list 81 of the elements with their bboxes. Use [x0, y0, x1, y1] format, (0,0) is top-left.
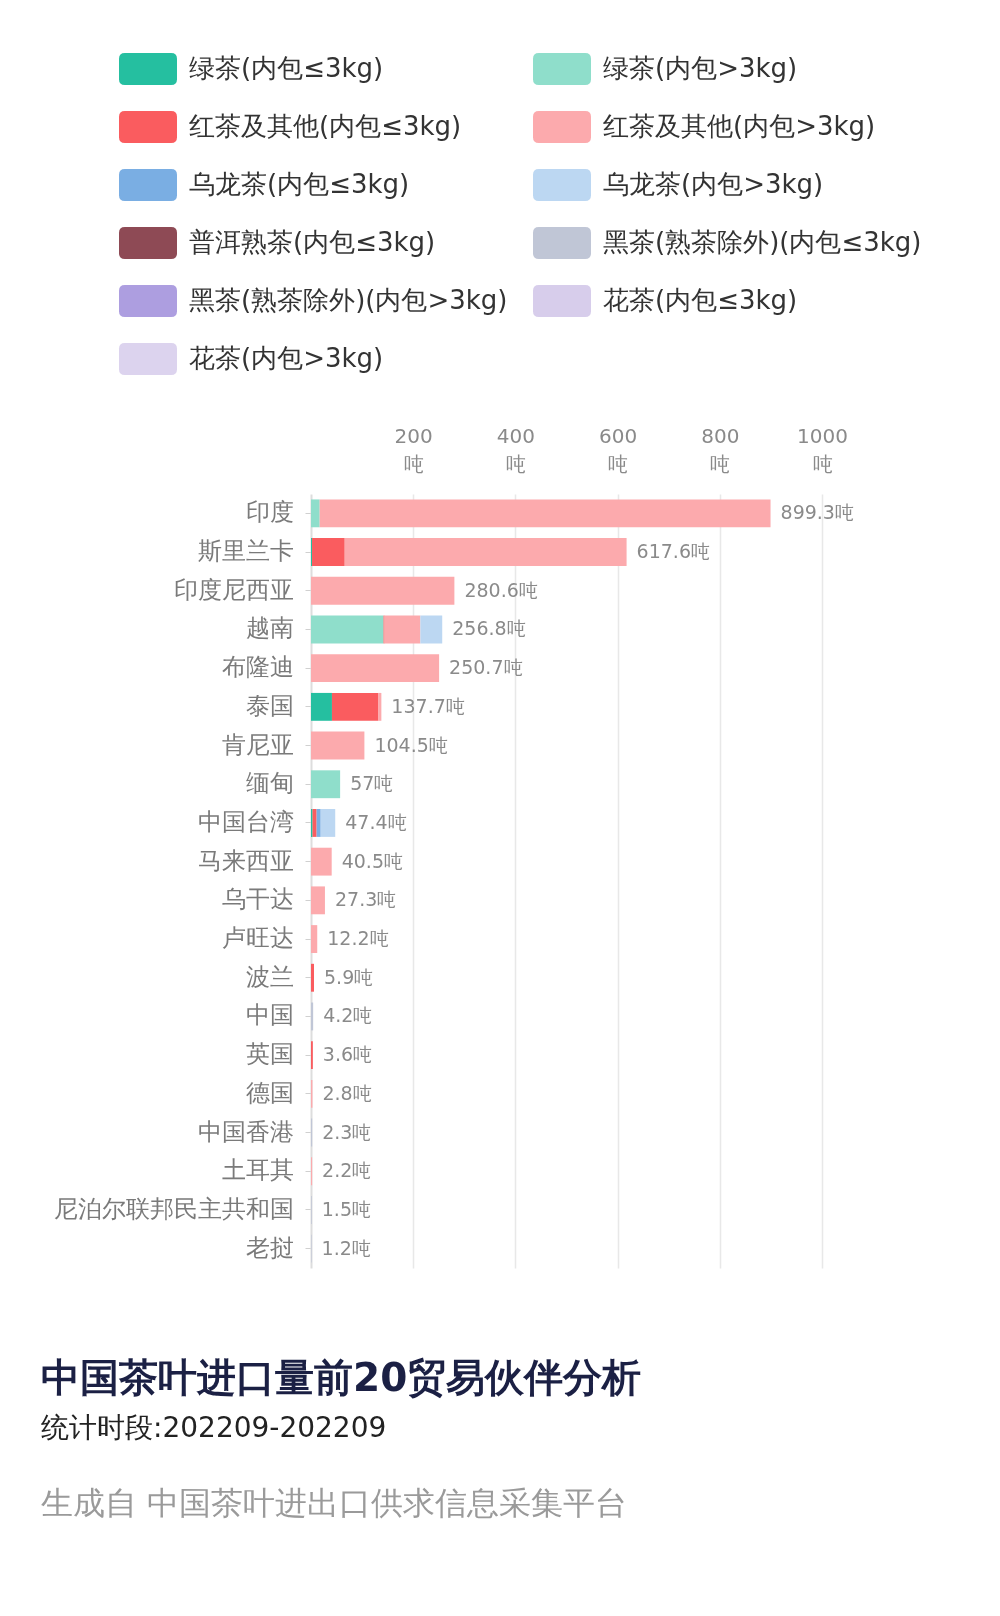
- bar: [311, 886, 325, 915]
- total-label: 5.9吨: [324, 965, 374, 988]
- y-tick-label: 中国: [245, 1001, 294, 1030]
- y-tick-label: 卢旺达: [221, 924, 294, 953]
- total-label: 899.3吨: [780, 501, 854, 524]
- y-tick-label: 德国: [245, 1078, 294, 1107]
- y-tick-label: 斯里兰卡: [197, 537, 294, 566]
- legend-label: 黑茶(熟茶除外)(内包>3kg): [189, 285, 508, 315]
- bar: [384, 615, 421, 644]
- total-label: 1.2吨: [321, 1236, 371, 1259]
- total-label: 40.5吨: [341, 849, 404, 872]
- total-label: 1.5吨: [321, 1197, 371, 1220]
- bar: [316, 809, 321, 837]
- total-label: 250.7吨: [449, 656, 523, 679]
- y-tick-label: 中国台湾: [197, 807, 294, 836]
- bar: [311, 654, 440, 683]
- total-label: 57吨: [350, 772, 394, 795]
- total-label: 104.5吨: [374, 733, 448, 756]
- y-tick-label: 英国: [245, 1040, 294, 1069]
- bar: [311, 963, 315, 992]
- y-tick-label: 马来西亚: [197, 846, 294, 875]
- y-tick-label: 尼泊尔联邦民主共和国: [53, 1194, 294, 1223]
- total-label: 2.8吨: [322, 1081, 372, 1104]
- y-tick-label: 印度尼西亚: [173, 575, 294, 604]
- total-label: 280.6吨: [464, 578, 538, 601]
- total-label: 256.8吨: [452, 617, 526, 640]
- bar: [311, 499, 320, 528]
- y-tick-label: 布隆迪: [221, 653, 294, 682]
- legend-label: 花茶(内包≤3kg): [603, 285, 798, 315]
- bar: [312, 809, 317, 837]
- y-tick-label: 缅甸: [245, 769, 294, 798]
- total-label: 137.7吨: [391, 694, 465, 717]
- y-tick-label: 中国香港: [197, 1117, 294, 1146]
- bar: [311, 925, 318, 953]
- total-label: 2.2吨: [322, 1159, 372, 1182]
- bar: [420, 615, 443, 644]
- x-tick-label: 1000 吨: [797, 423, 848, 476]
- legend-label: 黑茶(熟茶除外)(内包≤3kg): [603, 227, 922, 257]
- bar: [311, 615, 384, 644]
- bar: [312, 538, 345, 566]
- total-label: 3.6吨: [322, 1043, 373, 1066]
- bar: [311, 692, 332, 721]
- legend-label: 乌龙茶(内包>3kg): [603, 169, 824, 199]
- y-tick-label: 乌干达: [221, 885, 294, 914]
- y-tick-label: 越南: [245, 614, 294, 643]
- legend-label: 绿茶(内包>3kg): [603, 53, 798, 83]
- bar: [319, 499, 771, 528]
- bar: [320, 809, 336, 837]
- bar: [311, 770, 341, 799]
- y-tick-label: 肯尼亚: [221, 730, 294, 759]
- bar: [331, 692, 379, 721]
- total-label: 617.6吨: [636, 540, 710, 563]
- total-label: 2.3吨: [322, 1120, 372, 1143]
- x-tick-label: 800 吨: [701, 423, 740, 476]
- total-label: 47.4吨: [345, 810, 407, 833]
- legend-label: 乌龙茶(内包≤3kg): [189, 169, 410, 199]
- bar: [311, 731, 365, 760]
- legend-label: 花茶(内包>3kg): [189, 343, 384, 373]
- y-tick-label: 波兰: [245, 962, 294, 991]
- text: 统计时段:202209-202209: [41, 1411, 387, 1444]
- text: 中国茶叶进口量前20贸易伙伴分析: [41, 1355, 642, 1400]
- y-tick-label: 泰国: [245, 691, 294, 720]
- bar: [344, 538, 627, 566]
- bar: [311, 576, 455, 605]
- y-tick-label: 老挝: [245, 1233, 294, 1262]
- bar: [311, 847, 332, 876]
- y-tick-label: 土耳其: [221, 1156, 294, 1185]
- x-tick-label: 200 吨: [394, 423, 433, 476]
- text: 生成自 中国茶叶进出口供求信息采集平台: [41, 1485, 628, 1521]
- total-label: 12.2吨: [327, 927, 389, 950]
- x-tick-label: 600 吨: [599, 423, 638, 476]
- legend-label: 绿茶(内包≤3kg): [189, 53, 384, 83]
- total-label: 4.2吨: [323, 1004, 373, 1027]
- bar: [311, 1002, 314, 1031]
- x-tick-label: 400 吨: [496, 423, 535, 476]
- legend-label: 普洱熟茶(内包≤3kg): [189, 227, 436, 257]
- legend-label: 红茶及其他(内包≤3kg): [189, 111, 462, 141]
- bar: [378, 692, 382, 721]
- y-tick-label: 印度: [245, 498, 294, 527]
- legend-label: 红茶及其他(内包>3kg): [603, 111, 876, 141]
- total-label: 27.3吨: [334, 888, 397, 911]
